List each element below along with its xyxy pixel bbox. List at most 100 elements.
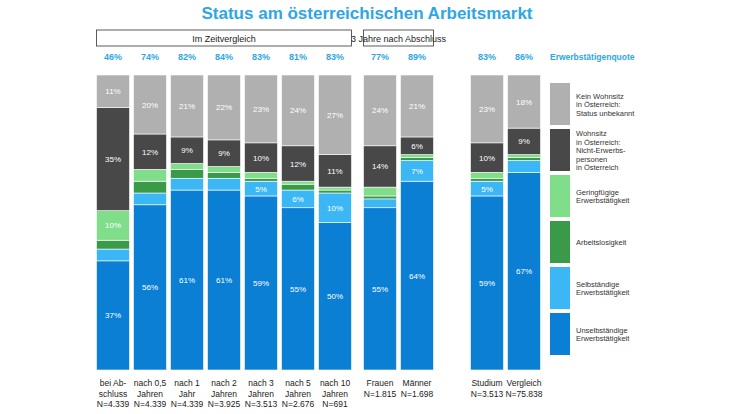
rate-label: 77% xyxy=(371,52,389,62)
data-label: 18% xyxy=(516,98,532,107)
data-label: 20% xyxy=(142,101,158,110)
bar-segment xyxy=(97,240,130,249)
bar-segment xyxy=(208,166,241,172)
data-label: 67% xyxy=(516,267,532,276)
bar-segment xyxy=(97,75,130,107)
category-label: FrauenN=1.815 xyxy=(364,378,397,399)
bar-segment xyxy=(208,140,241,167)
category-label: nach 0,5JahrenN=4.339 xyxy=(134,378,167,409)
data-label: 6% xyxy=(292,195,304,204)
bar-segment xyxy=(208,178,241,190)
bar-segment xyxy=(208,75,241,140)
data-label: 61% xyxy=(179,276,195,285)
data-label: 5% xyxy=(255,185,267,194)
title: Status am österreichischen Arbeitsmarkt xyxy=(202,4,533,23)
bar-segment xyxy=(471,181,504,196)
rate-label: 83% xyxy=(252,52,270,62)
group-label: 3 Jahre nach Abschluss xyxy=(351,34,447,44)
bar-segment xyxy=(319,193,352,223)
data-label: 37% xyxy=(105,311,121,320)
data-label: 64% xyxy=(409,272,425,281)
bar-segment xyxy=(471,172,504,178)
data-label: 56% xyxy=(142,283,158,292)
bar-segment xyxy=(171,178,204,190)
bar-segment xyxy=(471,75,504,143)
bar-segment xyxy=(401,158,434,161)
legend-label: Arbeitslosigkeit xyxy=(576,238,627,247)
data-label: 61% xyxy=(216,276,232,285)
bar-segment xyxy=(134,75,167,134)
legend-label: GeringfügigeErwerbstätigkeit xyxy=(576,188,630,206)
bar-segment xyxy=(364,75,397,146)
data-label: 12% xyxy=(290,160,306,169)
data-label: 59% xyxy=(479,279,495,288)
bar-segment xyxy=(97,261,130,370)
rate-label: 74% xyxy=(141,52,159,62)
legend: Kein Wohnsitzin Österreich:Status unbeka… xyxy=(550,83,635,355)
data-label: 22% xyxy=(216,103,232,112)
bar-segment xyxy=(364,199,397,208)
bar-segment xyxy=(508,158,541,161)
data-label: 12% xyxy=(142,148,158,157)
bar-segment xyxy=(134,193,167,205)
data-label: 23% xyxy=(479,105,495,114)
bar-segment xyxy=(508,161,541,173)
category-label: nach 1JahrN=4.339 xyxy=(171,378,204,409)
data-label: 24% xyxy=(290,106,306,115)
data-label: 11% xyxy=(105,87,120,96)
group-label: Im Zeitvergleich xyxy=(192,34,256,44)
bar-segment xyxy=(282,75,315,146)
category-label: MännerN=1.698 xyxy=(401,378,434,399)
bar-segment xyxy=(508,172,541,370)
bar-segment xyxy=(401,137,434,155)
chart: Status am österreichischen Arbeitsmarkt I… xyxy=(0,0,735,414)
bar-segment xyxy=(508,75,541,128)
bar-segment xyxy=(282,190,315,208)
bar-segment xyxy=(364,146,397,187)
data-label: 23% xyxy=(253,105,269,114)
bar-segment xyxy=(319,75,352,155)
bar-segment xyxy=(134,205,167,370)
bar-segment xyxy=(319,223,352,371)
data-label: 11% xyxy=(327,167,342,176)
legend-swatch xyxy=(550,175,570,217)
category-label: nach 2JahrenN=3.925 xyxy=(208,378,241,409)
legend-label: SelbständigeErwerbstätigkeit xyxy=(576,280,630,298)
data-label: 10% xyxy=(479,154,495,163)
data-label: 55% xyxy=(290,285,306,294)
bar-segment xyxy=(171,75,204,137)
data-label: 55% xyxy=(372,285,388,294)
bar-segment xyxy=(508,155,541,158)
bar-segment xyxy=(401,181,434,370)
bar-segment xyxy=(134,169,167,181)
rate-header: Erwerbstätigenquote xyxy=(550,52,635,62)
bar-segment xyxy=(245,172,278,178)
bar-segment xyxy=(364,196,397,199)
bar-segment xyxy=(471,178,504,181)
bar-segment xyxy=(245,196,278,370)
rate-label: 83% xyxy=(478,52,496,62)
bar-segment xyxy=(171,137,204,164)
category-label: nach 10JahrenN=691 xyxy=(320,378,351,409)
bar-segment xyxy=(319,155,352,187)
bar-segment xyxy=(97,211,130,241)
category-label: nach 3JahrenN=3.513 xyxy=(245,378,278,409)
category-label: StudiumN=3.513 xyxy=(471,378,504,399)
bar-segment xyxy=(282,184,315,190)
data-label: 50% xyxy=(327,292,343,301)
category-label: bei Ab-schlussN=4.339 xyxy=(97,378,130,409)
data-label: 6% xyxy=(411,142,423,151)
bar-segment xyxy=(282,146,315,181)
bar-segment xyxy=(134,181,167,193)
bar-segment xyxy=(245,75,278,143)
bar-segment xyxy=(471,143,504,173)
data-label: 24% xyxy=(372,106,388,115)
legend-swatch xyxy=(550,313,570,355)
legend-swatch xyxy=(550,267,570,309)
bar-segment xyxy=(171,190,204,370)
group-box xyxy=(97,30,352,46)
legend-swatch xyxy=(550,83,570,125)
bar-segment xyxy=(171,169,204,178)
data-label: 9% xyxy=(518,137,530,146)
bar-segment xyxy=(364,208,397,370)
